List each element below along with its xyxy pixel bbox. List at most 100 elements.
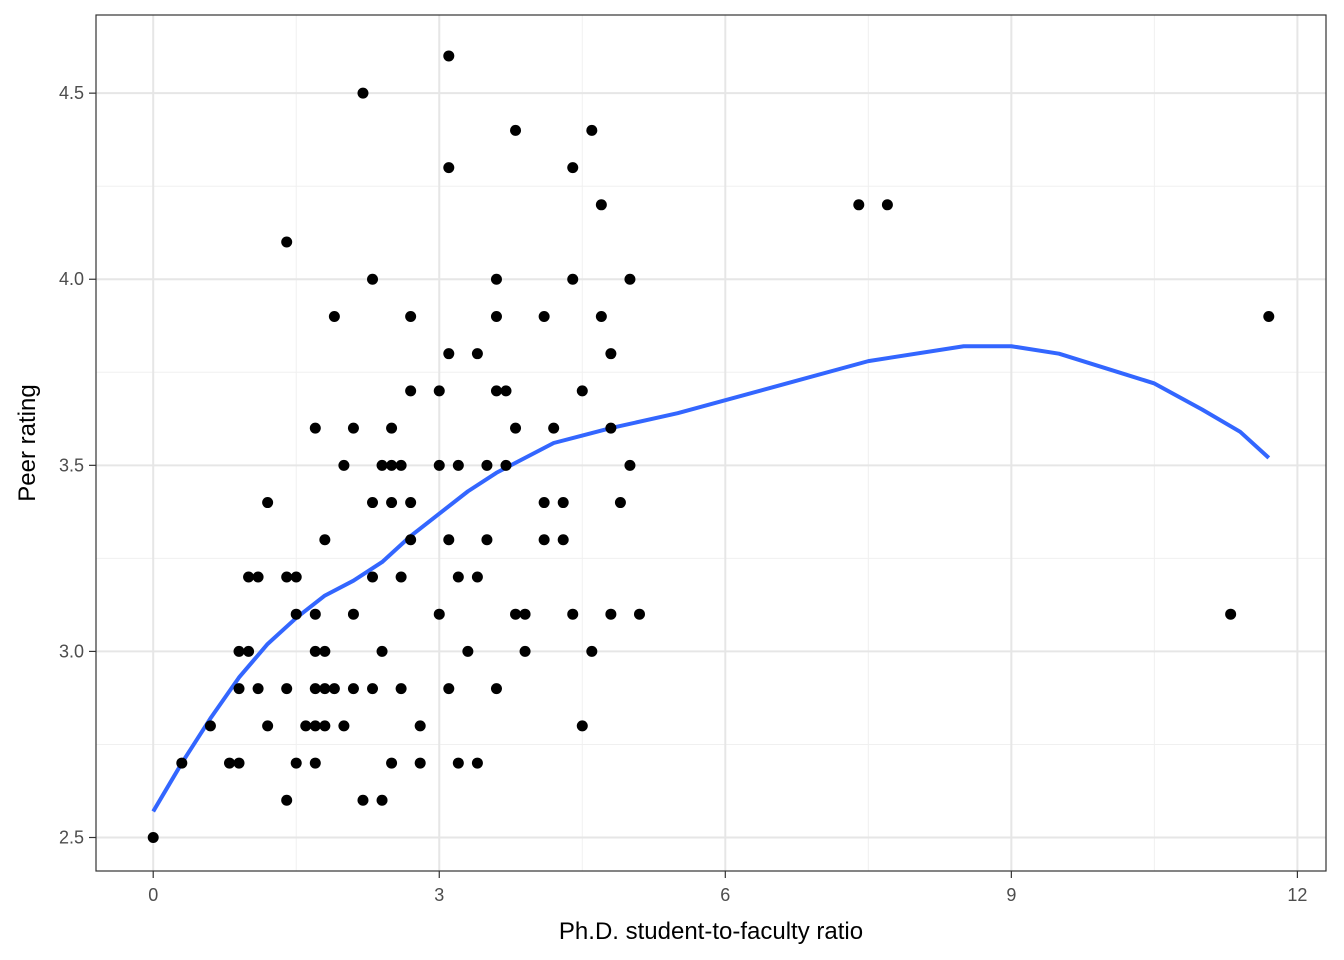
data-point: [243, 571, 255, 583]
plot-background: [96, 15, 1326, 871]
data-point: [405, 310, 417, 322]
x-axis-ticks: 0 3 6 9 12: [148, 871, 1307, 905]
data-point: [204, 720, 216, 732]
data-point: [586, 124, 598, 136]
data-point: [347, 608, 359, 620]
data-point: [328, 683, 340, 695]
data-point: [624, 459, 636, 471]
y-axis-title: Peer rating: [14, 384, 41, 501]
data-point: [300, 720, 312, 732]
y-tick-label: 4.5: [59, 83, 84, 103]
data-point: [367, 497, 379, 509]
data-point: [567, 273, 579, 285]
data-point: [376, 645, 388, 657]
data-point: [471, 571, 483, 583]
minor-gridlines: [96, 15, 1326, 871]
data-point: [309, 645, 321, 657]
data-point: [510, 608, 522, 620]
data-point: [443, 162, 455, 174]
data-point: [576, 385, 588, 397]
data-point: [386, 422, 398, 434]
data-point: [633, 608, 645, 620]
data-point: [395, 459, 407, 471]
data-point: [319, 720, 331, 732]
data-point: [386, 497, 398, 509]
x-tick-label: 9: [1006, 885, 1016, 905]
data-point: [405, 385, 417, 397]
data-point: [881, 199, 893, 211]
data-point: [281, 236, 293, 248]
data-point: [586, 645, 598, 657]
data-point: [433, 459, 445, 471]
data-point: [519, 608, 531, 620]
data-point: [376, 794, 388, 806]
data-point: [357, 87, 369, 99]
data-point: [490, 273, 502, 285]
data-point: [309, 683, 321, 695]
data-point: [328, 310, 340, 322]
data-point: [386, 459, 398, 471]
data-point: [309, 608, 321, 620]
smooth-layer: [151, 344, 1271, 813]
data-point: [490, 683, 502, 695]
y-tick-label: 3.5: [59, 455, 84, 475]
data-point: [595, 310, 607, 322]
smooth-trend-line: [151, 344, 1271, 813]
data-point: [433, 608, 445, 620]
data-point: [290, 757, 302, 769]
data-point: [281, 794, 293, 806]
data-point: [433, 385, 445, 397]
plot-border: [95, 14, 1327, 872]
data-point: [500, 385, 512, 397]
data-point: [538, 497, 550, 509]
data-point: [309, 720, 321, 732]
x-tick-label: 3: [434, 885, 444, 905]
data-point: [567, 162, 579, 174]
data-point: [262, 720, 274, 732]
data-point: [576, 720, 588, 732]
data-point: [452, 459, 464, 471]
data-point: [252, 683, 264, 695]
data-point: [452, 757, 464, 769]
data-point: [519, 645, 531, 657]
data-point: [395, 683, 407, 695]
data-point: [347, 422, 359, 434]
points-layer: [147, 50, 1275, 843]
data-point: [481, 534, 493, 546]
data-point: [471, 348, 483, 360]
data-point: [367, 571, 379, 583]
data-point: [243, 645, 255, 657]
x-tick-label: 0: [148, 885, 158, 905]
data-point: [405, 534, 417, 546]
data-point: [233, 757, 245, 769]
data-point: [481, 459, 493, 471]
data-point: [614, 497, 626, 509]
major-gridlines: [96, 15, 1326, 871]
data-point: [357, 794, 369, 806]
data-point: [443, 683, 455, 695]
data-point: [395, 571, 407, 583]
y-tick-label: 2.5: [59, 828, 84, 848]
data-point: [414, 720, 426, 732]
data-point: [376, 459, 388, 471]
data-point: [223, 757, 235, 769]
data-point: [262, 497, 274, 509]
data-point: [443, 348, 455, 360]
y-tick-label: 4.0: [59, 269, 84, 289]
data-point: [290, 571, 302, 583]
data-point: [605, 422, 617, 434]
data-point: [233, 645, 245, 657]
data-point: [367, 683, 379, 695]
x-axis-title: Ph.D. student-to-faculty ratio: [559, 918, 863, 945]
data-point: [538, 534, 550, 546]
data-point: [414, 757, 426, 769]
data-point: [309, 757, 321, 769]
data-point: [605, 608, 617, 620]
data-point: [281, 683, 293, 695]
data-point: [510, 124, 522, 136]
data-point: [338, 720, 350, 732]
data-point: [548, 422, 560, 434]
data-point: [319, 683, 331, 695]
